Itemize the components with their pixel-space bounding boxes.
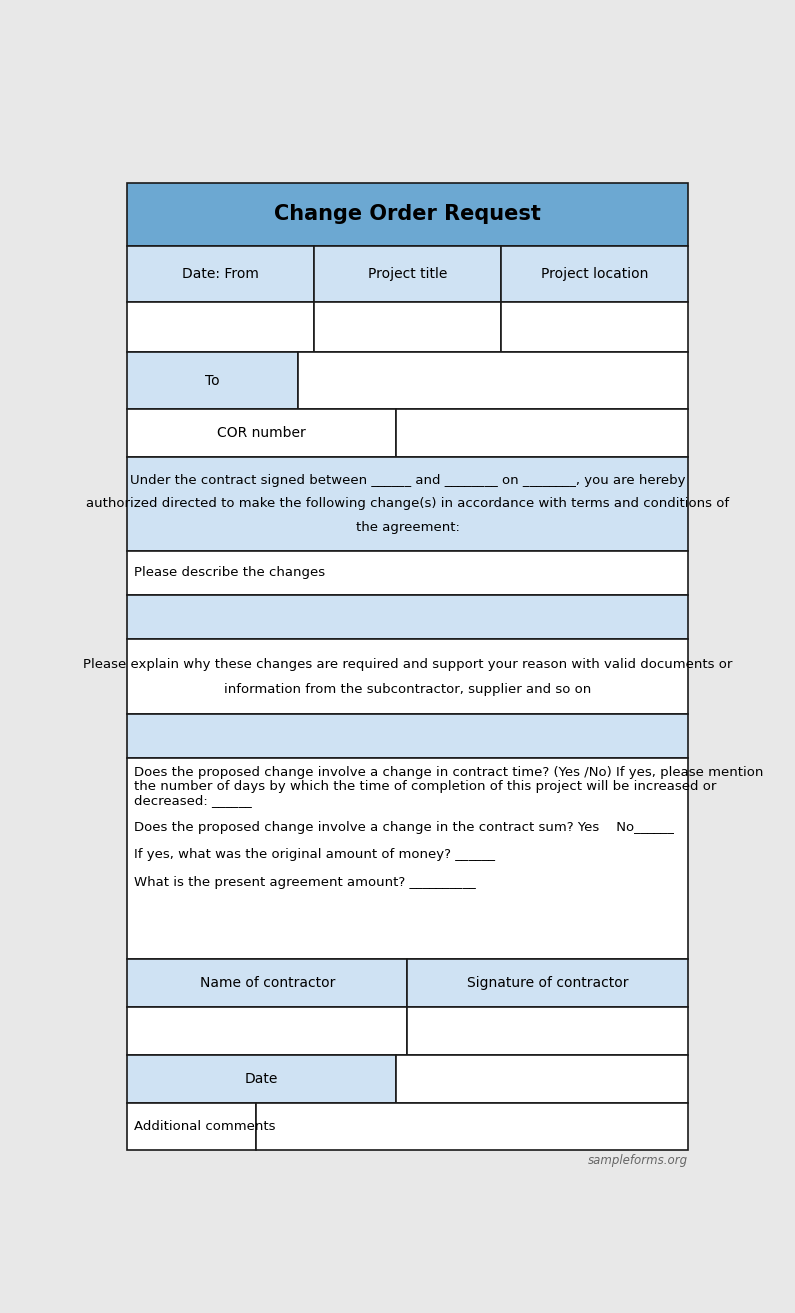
Text: Project title: Project title	[368, 267, 447, 281]
Bar	[256, 1103, 688, 1150]
Text: If yes, what was the original amount of money? ______: If yes, what was the original amount of …	[134, 848, 495, 861]
Text: the number of days by which the time of completion of this project will be incre: the number of days by which the time of …	[134, 780, 717, 793]
Text: Please explain why these changes are required and support your reason with valid: Please explain why these changes are req…	[83, 658, 732, 671]
Text: Does the proposed change involve a change in contract time? (Yes /No) If yes, pl: Does the proposed change involve a chang…	[134, 767, 764, 780]
Text: Additional comments: Additional comments	[134, 1120, 276, 1133]
Text: COR number: COR number	[217, 425, 306, 440]
Bar	[127, 246, 314, 302]
Bar	[127, 183, 688, 246]
Bar	[396, 410, 688, 457]
Bar	[407, 1007, 688, 1054]
Text: Project location: Project location	[541, 267, 648, 281]
Bar	[127, 759, 688, 960]
Bar	[127, 595, 688, 639]
Bar	[127, 551, 688, 595]
Text: Please describe the changes: Please describe the changes	[134, 566, 326, 579]
Bar	[396, 1054, 688, 1103]
Bar	[127, 1054, 396, 1103]
Text: To: To	[205, 374, 220, 387]
Text: Change Order Request: Change Order Request	[274, 205, 541, 225]
Bar	[501, 246, 688, 302]
Bar	[127, 714, 688, 759]
Bar	[127, 302, 314, 352]
Bar	[127, 639, 688, 714]
Text: sampleforms.org: sampleforms.org	[588, 1154, 688, 1167]
Bar	[127, 410, 396, 457]
Text: Signature of contractor: Signature of contractor	[467, 977, 628, 990]
Bar	[127, 1007, 407, 1054]
Text: Does the proposed change involve a change in the contract sum? Yes    No______: Does the proposed change involve a chang…	[134, 821, 674, 834]
Bar	[314, 246, 501, 302]
Text: the agreement:: the agreement:	[355, 521, 460, 534]
Text: What is the present agreement amount? __________: What is the present agreement amount? __…	[134, 876, 476, 889]
Bar	[501, 302, 688, 352]
Bar	[127, 457, 688, 551]
Text: Under the contract signed between ______ and ________ on ________, you are hereb: Under the contract signed between ______…	[130, 474, 685, 487]
Bar	[127, 960, 407, 1007]
Text: Name of contractor: Name of contractor	[200, 977, 335, 990]
Text: Date: From: Date: From	[182, 267, 259, 281]
Text: information from the subcontractor, supplier and so on: information from the subcontractor, supp…	[224, 683, 591, 696]
Text: decreased: ______: decreased: ______	[134, 794, 252, 806]
Bar	[127, 352, 298, 410]
Bar	[298, 352, 688, 410]
Bar	[127, 1103, 256, 1150]
Text: Date: Date	[245, 1071, 278, 1086]
Bar	[314, 302, 501, 352]
Bar	[407, 960, 688, 1007]
Text: authorized directed to make the following change(s) in accordance with terms and: authorized directed to make the followin…	[86, 498, 729, 511]
